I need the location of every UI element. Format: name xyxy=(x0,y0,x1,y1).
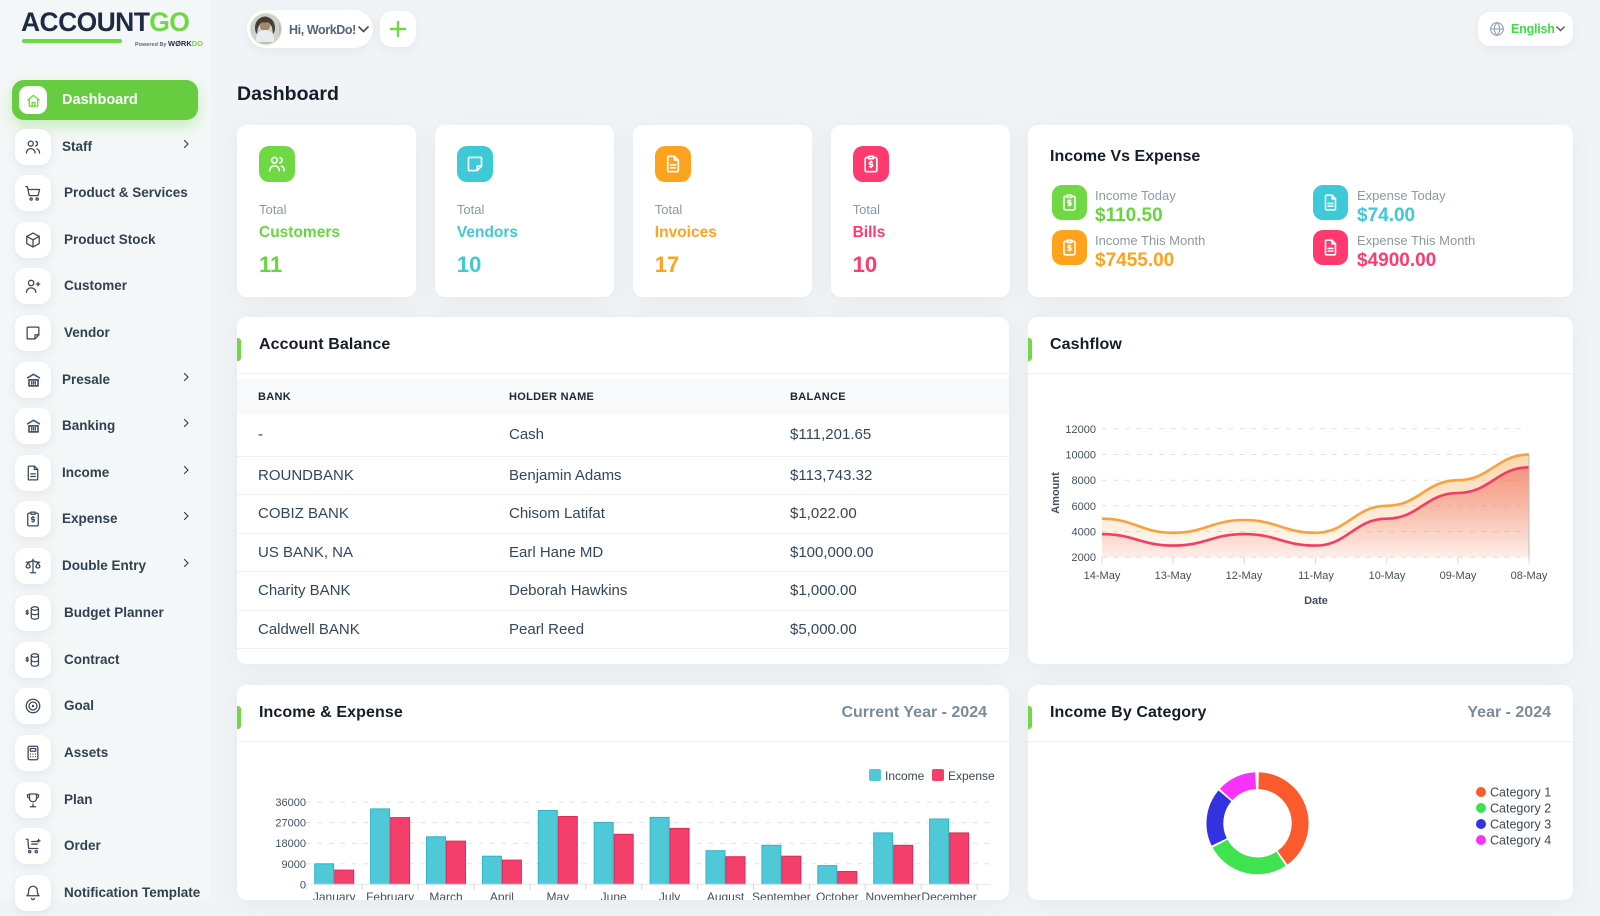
svg-text:27000: 27000 xyxy=(275,818,306,830)
svg-text:May: May xyxy=(546,890,569,900)
svg-text:June: June xyxy=(601,890,627,900)
svg-text:March: March xyxy=(429,890,462,900)
svg-text:8000: 8000 xyxy=(1072,475,1096,487)
svg-text:10-May: 10-May xyxy=(1369,570,1406,582)
svg-text:August: August xyxy=(707,890,745,900)
svg-text:6000: 6000 xyxy=(1072,501,1096,513)
svg-text:08-May: 08-May xyxy=(1511,570,1548,582)
svg-text:10000: 10000 xyxy=(1065,450,1096,462)
svg-text:October: October xyxy=(816,890,859,900)
svg-text:2000: 2000 xyxy=(1072,552,1096,564)
svg-text:Income: Income xyxy=(885,769,925,783)
svg-text:11-May: 11-May xyxy=(1298,570,1334,582)
svg-text:0: 0 xyxy=(300,879,306,891)
svg-text:Amount: Amount xyxy=(1050,472,1062,514)
svg-text:Expense: Expense xyxy=(948,769,995,783)
svg-text:September: September xyxy=(752,890,811,900)
svg-text:13-May: 13-May xyxy=(1155,570,1192,582)
svg-text:Category 3: Category 3 xyxy=(1490,818,1551,832)
svg-text:January: January xyxy=(313,890,356,900)
svg-text:4000: 4000 xyxy=(1072,527,1096,539)
svg-text:14-May: 14-May xyxy=(1084,570,1121,582)
svg-text:Category 1: Category 1 xyxy=(1490,786,1551,800)
svg-text:12-May: 12-May xyxy=(1226,570,1263,582)
svg-text:18000: 18000 xyxy=(275,838,306,850)
svg-text:36000: 36000 xyxy=(275,797,306,809)
svg-text:09-May: 09-May xyxy=(1440,570,1477,582)
svg-text:February: February xyxy=(366,890,414,900)
svg-text:Date: Date xyxy=(1304,595,1328,607)
svg-text:December: December xyxy=(921,890,976,900)
svg-text:November: November xyxy=(866,890,921,900)
svg-text:April: April xyxy=(490,890,514,900)
svg-text:12000: 12000 xyxy=(1065,424,1096,436)
svg-text:9000: 9000 xyxy=(282,859,306,871)
svg-text:Category 2: Category 2 xyxy=(1490,802,1551,816)
svg-text:Category 4: Category 4 xyxy=(1490,834,1551,848)
svg-text:July: July xyxy=(659,890,680,900)
